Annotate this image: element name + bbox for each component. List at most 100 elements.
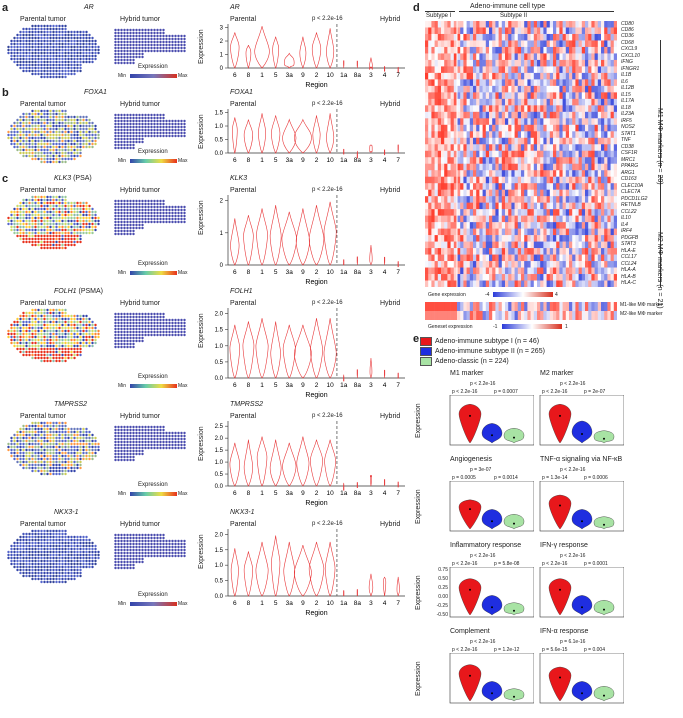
violin-gene-title: TMPRSS2: [230, 401, 264, 408]
violin-e-title: Inflammatory response: [450, 542, 522, 549]
m2-like-label: M2-like MΦ marker: [620, 311, 663, 317]
gene-title-3: FOLH1 (PSMA): [54, 288, 103, 295]
violin-parental-label: Parental: [230, 413, 257, 420]
violin-shape: [272, 36, 280, 69]
region-tick-label: 1a: [340, 382, 348, 389]
legend-swatch: [420, 347, 432, 356]
region-tick-label: 8a: [354, 600, 362, 607]
y-tick-label: 0.0: [215, 376, 224, 382]
expression-legend-max: Max: [178, 601, 188, 607]
violin-hybrid-label: Hybrid: [380, 16, 401, 23]
violin-shape: [254, 26, 270, 69]
heatmap-gene-label: HLA-B: [621, 273, 636, 280]
y-tick-label: 1.0: [215, 344, 224, 350]
region-tick-label: 2: [315, 72, 319, 79]
violin-e-p-left: p < 2.2e-16: [542, 561, 568, 567]
expression-legend-min: Min: [118, 601, 127, 607]
violin-shape: [230, 32, 240, 69]
heatmap-gene-label: MRC1: [621, 156, 636, 163]
region-tick-label: 6: [233, 382, 237, 389]
violin-parental-label: Parental: [230, 521, 257, 528]
y-tick-label: 0.5: [215, 138, 224, 144]
region-tick-label: 8a: [354, 490, 362, 497]
heatmap-gene-label: PPARG: [621, 163, 639, 170]
gene-title-0: AR: [84, 4, 94, 11]
legend-swatch: [420, 357, 432, 366]
region-tick-label: 4: [383, 382, 387, 389]
geneset-violin-plot: [449, 653, 534, 704]
m1-like-label: M1-like MΦ marker: [620, 302, 663, 308]
gene-expr-max: 4: [555, 292, 558, 298]
parental-tumor-title: Parental tumor: [20, 16, 66, 23]
region-tick-label: 1: [260, 490, 264, 497]
geneset-violin-shape: [548, 666, 572, 702]
expression-legend-min: Min: [118, 270, 127, 276]
heatmap-gene-label: IL17A: [621, 98, 635, 105]
violin-shape: [282, 324, 296, 379]
region-tick-label: 7: [396, 490, 400, 497]
y-tick-label: 0: [220, 263, 224, 269]
gene-name: KLK3: [54, 175, 72, 182]
violin-shape: [243, 119, 254, 154]
violin-e-ytick: -0.50: [436, 612, 448, 618]
heatmap-gene-label: CD36: [621, 33, 634, 40]
region-tick-label: 8a: [354, 157, 362, 164]
violin-e-ytick: 0.75: [438, 567, 448, 573]
expression-colorbar: [130, 271, 177, 275]
gene-expr-colorbar: [493, 292, 553, 297]
heatmap-gene-label: NOS2: [621, 124, 635, 131]
region-tick-label: 1: [260, 269, 264, 276]
violin-shape: [281, 211, 297, 266]
violin-shape: [242, 321, 255, 379]
region-tick-label: 3: [369, 72, 373, 79]
violin-e-title: M2 marker: [540, 370, 574, 377]
heatmap-gene-label: TNF: [621, 137, 631, 144]
violin-shape: [269, 205, 282, 266]
region-tick-label: 8: [247, 269, 251, 276]
geneset-violin-shape: [571, 595, 593, 616]
subtype1-label: Subtype I: [426, 13, 452, 19]
region-tick-label: 8: [247, 157, 251, 164]
heatmap-gene-label: CLEC7A: [621, 189, 641, 196]
violin-shape: [243, 551, 254, 597]
violin-shape: [256, 436, 268, 487]
region-tick-label: 9: [301, 157, 305, 164]
violin-e-p-right: p = 5.8e-08: [494, 561, 520, 567]
region-tick-label: 7: [396, 382, 400, 389]
geneset-violin-shape: [458, 578, 482, 616]
heatmap-gene-label: IRF5: [621, 117, 632, 124]
gene-title-1: FOXA1: [84, 89, 107, 96]
y-tick-label: 1.0: [215, 460, 224, 466]
y-tick-label: 1.5: [215, 548, 224, 554]
gene-name: FOLH1: [54, 288, 77, 295]
violin-pvalue: p < 2.2e-16: [312, 521, 343, 527]
violin-shape: [258, 113, 267, 154]
region-tick-label: 2: [315, 600, 319, 607]
expression-legend-min: Min: [118, 383, 127, 389]
gene-name: TMPRSS2: [54, 401, 88, 408]
region-tick-label: 10: [326, 269, 334, 276]
region-tick-label: 1: [260, 600, 264, 607]
region-tick-label: 5: [274, 72, 278, 79]
expression-legend-title: Expression: [138, 261, 168, 267]
region-tick-label: 2: [315, 157, 319, 164]
parental-tissue-map: [7, 24, 100, 79]
panel-label-a: a: [2, 2, 9, 14]
violin-gene-title: KLK3: [230, 175, 248, 182]
region-tick-label: 6: [233, 157, 237, 164]
heatmap-gene-label: IL18: [621, 104, 631, 111]
heatmap-gene-label: IL6: [621, 78, 628, 85]
violin-shape: [271, 535, 281, 597]
violin-e-p-right: p = 2e-07: [584, 389, 606, 395]
violin-shape: [245, 44, 252, 70]
y-tick-label: 1: [220, 231, 224, 237]
violin-e-ylabel: Expression: [415, 661, 422, 696]
geneset-violin-shape: [503, 688, 525, 702]
heatmap-gene-label: IL1B: [621, 72, 632, 79]
y-tick-label: 0: [220, 66, 224, 72]
panel-label-b: b: [2, 87, 9, 99]
geneset-violin-shape: [571, 681, 593, 702]
region-tick-label: 3: [369, 490, 373, 497]
region-tick-label: 1: [260, 72, 264, 79]
heatmap-gene-label: IRF4: [621, 228, 632, 235]
